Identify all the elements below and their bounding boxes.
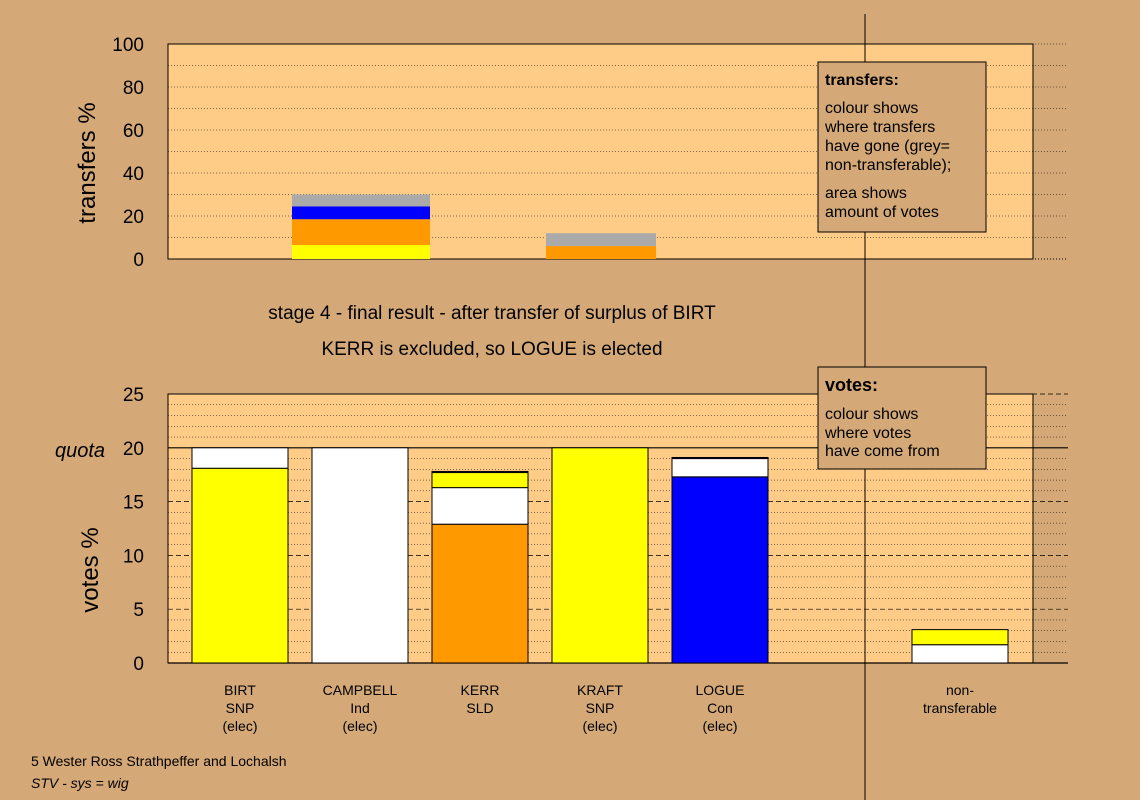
vote-bar-segment [431,523,529,664]
candidate-label: Con [707,700,733,716]
transfers-legend-line: have gone (grey= [825,138,950,155]
transfers-legend-title: transfers: [825,72,899,89]
vote-bar-segment [671,458,769,478]
votes-y-ticks: 0 5 10 15 20 25 [123,385,144,675]
votes-legend-title: votes: [825,375,878,395]
votes-y-tick-label: 25 [123,385,144,406]
candidate-label: SNP [586,700,615,716]
transfer-bar-segment [546,246,656,259]
candidate-label: CAMPBELL [323,682,398,698]
transfer-bar-segment [292,206,430,220]
vote-bar-segment [911,644,1009,664]
candidate-label: BIRT [224,682,256,698]
votes-y-axis-label: votes % [77,527,104,612]
vote-bar-segment [311,447,409,664]
stage-subtitle: KERR is excluded, so LOGUE is elected [321,339,662,360]
votes-y-tick-label: 15 [123,493,144,514]
transfers-y-tick-label: 60 [123,121,144,142]
transfers-legend-line: colour shows [825,100,918,117]
votes-y-tick-label: 0 [133,654,144,675]
votes-y-tick-label: 5 [133,600,144,621]
transfers-y-ticks: 0 20 40 60 80 100 [112,35,144,271]
transfers-bars [292,194,656,259]
candidate-label: Ind [350,700,369,716]
quota-label: quota [55,440,105,462]
transfers-legend-box: transfers: colour shows where transfers … [817,61,987,233]
vote-bar-segment [551,447,649,664]
candidate-label: (elec) [702,718,737,734]
candidate-label: (elec) [342,718,377,734]
vote-bar-segment [431,472,529,489]
votes-legend-line: colour shows [825,406,918,423]
transfer-bar-segment [546,233,656,247]
candidate-label: (elec) [222,718,257,734]
transfers-y-tick-label: 20 [123,207,144,228]
candidate-label: SNP [226,700,255,716]
transfers-y-axis-label: transfers % [74,102,101,223]
votes-bars [191,447,1009,664]
transfer-bar-segment [292,194,430,207]
vote-bar-segment [671,456,769,460]
transfers-y-tick-label: 0 [133,250,144,271]
transfers-y-tick-label: 100 [112,35,144,56]
transfer-bar-segment [292,245,430,259]
candidate-label: KERR [461,682,500,698]
transfers-legend-line: area shows [825,185,907,202]
system-label: STV - sys = wig [31,775,129,791]
votes-category-labels: BIRT SNP (elec) CAMPBELL Ind (elec) KERR SLD KRA… [222,682,997,734]
vote-bar-segment [431,487,529,525]
transfer-bar-segment [292,219,430,246]
votes-legend-line: where votes [824,425,911,442]
constituency-label: 5 Wester Ross Strathpeffer and Lochalsh [31,753,287,769]
votes-legend-box: votes: colour shows where votes have com… [817,366,987,470]
candidate-label: non- [946,682,974,698]
transfers-y-tick-label: 40 [123,164,144,185]
candidate-label: transferable [923,700,997,716]
candidate-label: (elec) [582,718,617,734]
vote-bar-segment [431,470,529,474]
votes-y-tick-label: 20 [123,439,144,460]
votes-legend-line: have come from [825,443,940,460]
vote-bar-segment [911,629,1009,646]
candidate-label: LOGUE [695,682,744,698]
votes-y-tick-label: 10 [123,546,144,567]
transfers-legend-line: where transfers [824,119,935,136]
transfers-y-tick-label: 80 [123,78,144,99]
transfers-legend-line: amount of votes [825,204,939,221]
vote-bar-segment [191,467,289,664]
vote-bar-segment [191,447,289,469]
vote-bar-segment [671,476,769,664]
candidate-label: SLD [466,700,493,716]
candidate-label: KRAFT [577,682,623,698]
stage-title: stage 4 - final result - after transfer … [268,303,716,324]
transfers-legend-line: non-transferable); [825,157,951,174]
